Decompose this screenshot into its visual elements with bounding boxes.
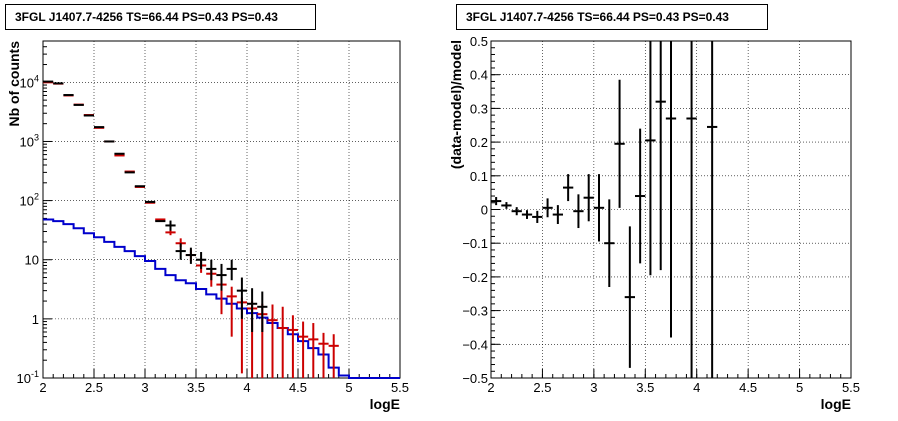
model-data-point (226, 286, 237, 337)
observed-data-point (216, 263, 227, 291)
observed-data-point (236, 277, 247, 319)
residual-data-point (491, 197, 502, 206)
left-plot-title: 3FGL J1407.7-4256 TS=66.44 PS=0.43 PS=0.… (5, 4, 316, 30)
y-tick-label: 10-1 (17, 369, 39, 386)
x-axis-label: logE (370, 396, 400, 412)
y-tick-label: 10 (25, 253, 39, 268)
x-tick-label: 4 (243, 380, 250, 395)
observed-data-point (185, 247, 196, 264)
y-tick-label: 103 (20, 132, 39, 149)
residual-data-point (655, 41, 666, 271)
residual-data-point (593, 174, 605, 242)
residual-data-point (501, 202, 512, 209)
residual-data-point (665, 41, 677, 338)
observed-data-point (175, 243, 186, 260)
counts-histogram-plot: 2 2.5 3 3.5 4 4.5 5 5.5 10-1 1 10 102 103 104 logE Nb o… (6, 40, 409, 412)
residuals-plot: 2 2.5 3 3.5 4 4.5 5 5.5 −0.5 −0.4 −0.3 −0.2 −0.1 0 0.1… (449, 34, 860, 412)
x-tick-label: 3 (590, 380, 597, 395)
x-tick-label: 4.5 (289, 380, 307, 395)
x-tick-label: 5 (345, 380, 352, 395)
y-tick-label: 0 (481, 203, 488, 218)
model-data-point (328, 334, 339, 378)
model-histogram-line (43, 218, 400, 379)
x-tick-label: 2 (39, 380, 46, 395)
residual-data-point (604, 199, 615, 288)
model-data-point (318, 332, 329, 378)
residual-data-point (511, 207, 522, 216)
y-tick-label: 0.1 (470, 169, 488, 184)
observed-data-point (165, 220, 176, 231)
residual-data-point (614, 79, 625, 208)
right-plot-title: 3FGL J1407.7-4256 TS=66.44 PS=0.43 PS=0.… (456, 4, 768, 30)
y-tick-label: 0.2 (470, 135, 488, 150)
plot-frame (42, 40, 401, 379)
residual-data-point (552, 205, 563, 224)
y-tick-label: −0.1 (462, 236, 488, 251)
x-tick-label: 4 (693, 380, 700, 395)
residual-data-point (635, 128, 646, 264)
y-axis-label: (data-model)/model (449, 40, 464, 169)
y-tick-label: −0.4 (462, 337, 488, 352)
y-tick-label: 0.5 (470, 34, 488, 49)
y-tick-label: 0.4 (470, 68, 488, 83)
model-data-point (308, 323, 319, 378)
residual-data-point (707, 41, 718, 378)
y-tick-label: 1 (32, 312, 39, 327)
x-tick-label: 2.5 (85, 380, 103, 395)
x-tick-label: 5 (796, 380, 803, 395)
x-tick-label: 3 (141, 380, 148, 395)
model-data-point (298, 321, 309, 378)
residual-data-point (521, 210, 533, 219)
x-tick-label: 2.5 (533, 380, 551, 395)
y-tick-label: 104 (20, 73, 39, 90)
y-tick-label: 102 (20, 192, 39, 209)
residual-data-point (624, 226, 635, 368)
residual-data-point (563, 174, 574, 202)
y-tick-label: −0.3 (462, 304, 488, 319)
observed-data-point (206, 259, 217, 281)
residual-data-point (532, 210, 543, 223)
y-axis-label: Nb of counts (6, 41, 22, 127)
residual-data-point (686, 41, 697, 378)
x-tick-label: 5.5 (391, 380, 409, 395)
model-data-point (267, 304, 278, 378)
observed-data-point (247, 288, 258, 332)
x-tick-label: 3.5 (187, 380, 205, 395)
y-tick-label: 0.3 (470, 101, 488, 116)
x-tick-label: 4.5 (739, 380, 757, 395)
x-tick-label: 2 (487, 380, 494, 395)
x-axis-label: logE (821, 396, 851, 412)
residual-data-point (645, 41, 656, 276)
x-tick-label: 3.5 (636, 380, 654, 395)
observed-data-point (226, 259, 237, 281)
observed-data-point (196, 252, 207, 269)
residual-data-point (583, 174, 594, 222)
observed-data-point (257, 291, 268, 332)
residual-data-point (542, 198, 553, 218)
residual-data-point (573, 194, 584, 229)
y-tick-label: −0.5 (462, 371, 488, 386)
y-tick-label: −0.2 (462, 270, 488, 285)
x-tick-label: 5.5 (842, 380, 860, 395)
model-data-point (287, 315, 298, 378)
model-data-point (277, 306, 288, 378)
